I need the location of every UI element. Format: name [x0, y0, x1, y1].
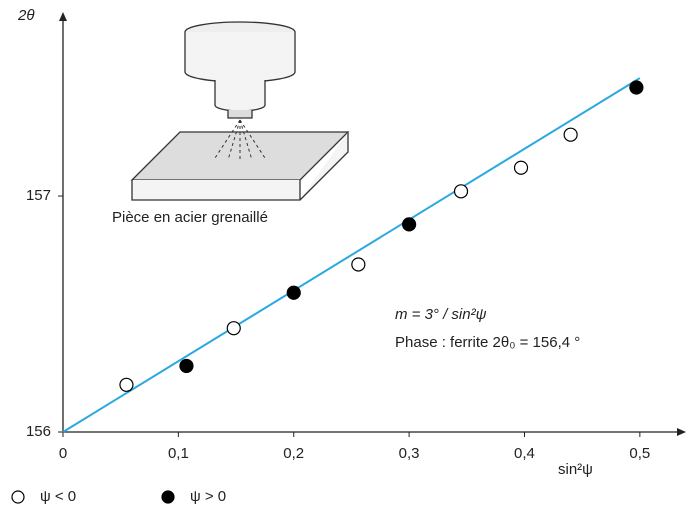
point	[453, 184, 469, 199]
x-tick-label: 0	[59, 445, 67, 462]
point	[629, 80, 644, 95]
x-axis-label: sin²ψ	[558, 461, 593, 478]
point	[286, 285, 301, 300]
point	[513, 160, 529, 175]
x-axis-arrow	[677, 428, 686, 436]
x-tick-label: 0,4	[514, 445, 535, 462]
x-tick-label: 0,1	[168, 445, 189, 462]
point	[563, 127, 578, 142]
legend-label: ψ < 0	[40, 488, 76, 505]
x-tick-label: 0,5	[629, 445, 650, 462]
x-tick-label: 0,2	[283, 445, 304, 462]
point	[402, 217, 417, 232]
point	[179, 358, 194, 374]
y-axis-label: 2θ	[17, 7, 34, 24]
illustration	[130, 21, 350, 201]
legend-label: ψ > 0	[190, 488, 226, 505]
legend-marker	[11, 490, 25, 504]
y-axis-arrow	[59, 12, 67, 21]
point	[351, 257, 366, 272]
fit-line	[62, 77, 641, 433]
annotation: Phase : ferrite 2θ₀ = 156,4 °	[395, 334, 580, 351]
annotation: m = 3° / sin²ψ	[395, 306, 487, 323]
x-tick-label: 0,3	[399, 445, 420, 462]
point	[226, 321, 241, 336]
illustration-label: Pièce en acier grenaillé	[112, 209, 268, 226]
point	[119, 377, 134, 392]
y-tick-label: 156	[26, 423, 51, 440]
legend-marker	[161, 490, 175, 504]
y-tick-label: 157	[26, 187, 51, 204]
